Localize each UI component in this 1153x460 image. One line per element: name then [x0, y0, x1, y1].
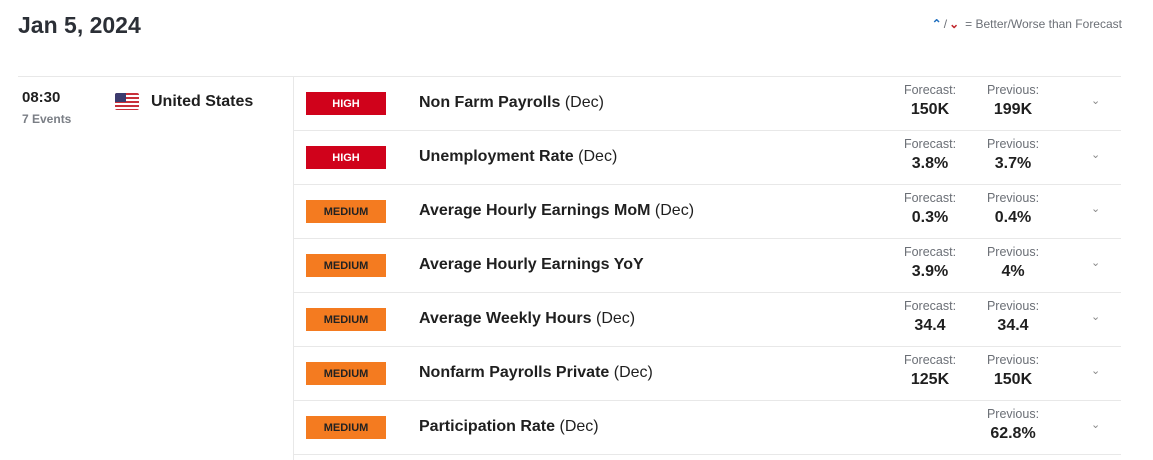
impact-badge: MEDIUM: [306, 200, 386, 223]
forecast-label: Forecast:: [903, 245, 957, 259]
divider: [18, 76, 1121, 77]
chevron-down-icon[interactable]: ⌄: [1091, 257, 1101, 269]
legend-text: = Better/Worse than Forecast: [965, 17, 1122, 31]
previous-value: 150K: [993, 371, 1033, 388]
chevron-down-icon[interactable]: ⌄: [1091, 203, 1101, 215]
event-name: Average Hourly Earnings YoY: [419, 256, 644, 273]
impact-badge: MEDIUM: [306, 416, 386, 439]
event-title[interactable]: Participation Rate (Dec): [419, 418, 599, 436]
event-row[interactable]: HIGH Non Farm Payrolls (Dec) Forecast: 15…: [294, 77, 1121, 131]
previous-value: 4%: [1001, 263, 1025, 280]
forecast: Forecast: 3.9%: [890, 245, 970, 281]
event-row[interactable]: MEDIUM Average Hourly Earnings YoY Forec…: [294, 239, 1121, 293]
event-row[interactable]: MEDIUM Participation Rate (Dec) Previous…: [294, 401, 1121, 455]
event-title[interactable]: Unemployment Rate (Dec): [419, 148, 617, 166]
previous-label: Previous:: [986, 191, 1040, 205]
country-name: United States: [151, 93, 254, 110]
event-period: (Dec): [654, 202, 695, 219]
previous: Previous: 150K: [973, 353, 1053, 389]
event-period: (Dec): [595, 310, 636, 327]
impact-badge: MEDIUM: [306, 308, 386, 331]
event-name: Participation Rate: [419, 418, 556, 435]
previous-label: Previous:: [986, 245, 1040, 259]
event-row[interactable]: MEDIUM Average Hourly Earnings MoM (Dec)…: [294, 185, 1121, 239]
forecast-label: Forecast:: [903, 353, 957, 367]
event-title[interactable]: Average Hourly Earnings MoM (Dec): [419, 202, 694, 220]
event-period: (Dec): [578, 148, 618, 165]
event-row[interactable]: MEDIUM Average Weekly Hours (Dec) Foreca…: [294, 293, 1121, 347]
forecast-label: Forecast:: [903, 83, 957, 97]
page-date: Jan 5, 2024: [18, 12, 141, 38]
impact-badge: MEDIUM: [306, 362, 386, 385]
previous: Previous: 3.7%: [973, 137, 1053, 173]
event-name: Non Farm Payrolls: [419, 94, 561, 111]
previous: Previous: 62.8%: [973, 407, 1053, 443]
events-count: 7 Events: [22, 112, 72, 126]
forecast-value: 0.3%: [911, 209, 949, 226]
forecast: Forecast: 0.3%: [890, 191, 970, 227]
forecast-label: Forecast:: [903, 191, 957, 205]
event-name: Average Weekly Hours: [419, 310, 592, 327]
event-title[interactable]: Non Farm Payrolls (Dec): [419, 94, 604, 112]
events-list: HIGH Non Farm Payrolls (Dec) Forecast: 15…: [294, 77, 1121, 455]
chevron-down-icon[interactable]: ⌄: [1091, 365, 1101, 377]
event-time: 08:30: [22, 89, 61, 106]
forecast-label: Forecast:: [903, 137, 957, 151]
forecast-value: 150K: [910, 101, 950, 118]
previous-value: 0.4%: [994, 209, 1032, 226]
chevron-down-icon[interactable]: ⌄: [1091, 311, 1101, 323]
previous: Previous: 199K: [973, 83, 1053, 119]
impact-badge: HIGH: [306, 146, 386, 169]
previous-value: 62.8%: [990, 425, 1036, 442]
chevron-down-icon[interactable]: ⌄: [1091, 149, 1101, 161]
event-name: Unemployment Rate: [419, 148, 574, 165]
event-title[interactable]: Average Hourly Earnings YoY: [419, 256, 644, 274]
forecast: Forecast: 3.8%: [890, 137, 970, 173]
forecast-value: 34.4: [914, 317, 946, 334]
event-period: (Dec): [613, 364, 653, 381]
impact-badge: HIGH: [306, 92, 386, 115]
event-title[interactable]: Average Weekly Hours (Dec): [419, 310, 635, 328]
event-row[interactable]: HIGH Unemployment Rate (Dec) Forecast: 3.…: [294, 131, 1121, 185]
event-name: Nonfarm Payrolls Private: [419, 364, 610, 381]
event-name: Average Hourly Earnings MoM: [419, 202, 651, 219]
forecast-value: 3.9%: [911, 263, 949, 280]
event-title[interactable]: Nonfarm Payrolls Private (Dec): [419, 364, 653, 382]
forecast: Forecast: 150K: [890, 83, 970, 119]
previous-label: Previous:: [986, 137, 1040, 151]
forecast-label: Forecast:: [903, 299, 957, 313]
forecast: Forecast: 34.4: [890, 299, 970, 335]
chevron-down-icon[interactable]: ⌄: [1091, 95, 1101, 107]
event-period: (Dec): [559, 418, 599, 435]
chevron-down-icon[interactable]: ⌄: [1091, 419, 1101, 431]
forecast: Forecast: 125K: [890, 353, 970, 389]
previous-label: Previous:: [986, 299, 1040, 313]
event-period: (Dec): [564, 94, 604, 111]
previous-value: 3.7%: [994, 155, 1032, 172]
previous: Previous: 0.4%: [973, 191, 1053, 227]
previous: Previous: 34.4: [973, 299, 1053, 335]
event-row[interactable]: MEDIUM Nonfarm Payrolls Private (Dec) Fo…: [294, 347, 1121, 401]
previous: Previous: 4%: [973, 245, 1053, 281]
legend: ⌃ / ⌄ = Better/Worse than Forecast: [931, 17, 1122, 31]
us-flag-icon: [115, 93, 139, 110]
previous-label: Previous:: [986, 407, 1040, 421]
previous-value: 34.4: [997, 317, 1029, 334]
worse-arrow-down-icon: ⌄: [949, 17, 960, 31]
previous-label: Previous:: [986, 83, 1040, 97]
forecast-value: 3.8%: [911, 155, 949, 172]
impact-badge: MEDIUM: [306, 254, 386, 277]
event-group: 08:30 7 Events United States: [18, 77, 294, 460]
previous-value: 199K: [993, 101, 1033, 118]
previous-label: Previous:: [986, 353, 1040, 367]
better-arrow-up-icon: ⌃: [931, 17, 942, 31]
forecast-value: 125K: [910, 371, 950, 388]
